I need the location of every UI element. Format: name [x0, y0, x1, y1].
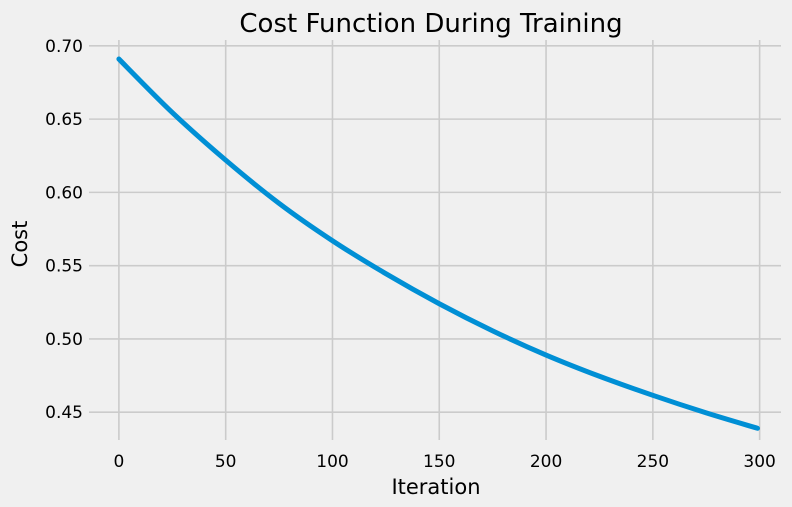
series-layer — [116, 56, 761, 431]
y-tick-label: 0.50 — [45, 330, 83, 350]
x-tick-label: 150 — [423, 452, 455, 472]
x-tick-label: 200 — [530, 452, 562, 472]
y-tick-label: 0.60 — [45, 183, 83, 203]
x-axis-label: Iteration — [391, 475, 480, 499]
x-tick-label: 250 — [637, 452, 669, 472]
cost-series-line — [116, 56, 761, 431]
y-tick-label: 0.65 — [45, 110, 83, 130]
tick-labels: 0 50 100 150 200 250 300 0.45 0.50 0.55 0.60 0.65 0.… — [45, 37, 776, 472]
y-tick-label: 0.55 — [45, 257, 83, 277]
x-tick-label: 0 — [113, 452, 124, 472]
x-tick-label: 50 — [215, 452, 237, 472]
y-tick-label: 0.70 — [45, 37, 83, 57]
y-tick-label: 0.45 — [45, 403, 83, 423]
grid-layer — [89, 40, 781, 440]
chart-title: Cost Function During Training — [239, 9, 622, 39]
x-tick-label: 100 — [316, 452, 348, 472]
x-tick-label: 300 — [743, 452, 775, 472]
y-axis-label: Cost — [8, 221, 32, 268]
